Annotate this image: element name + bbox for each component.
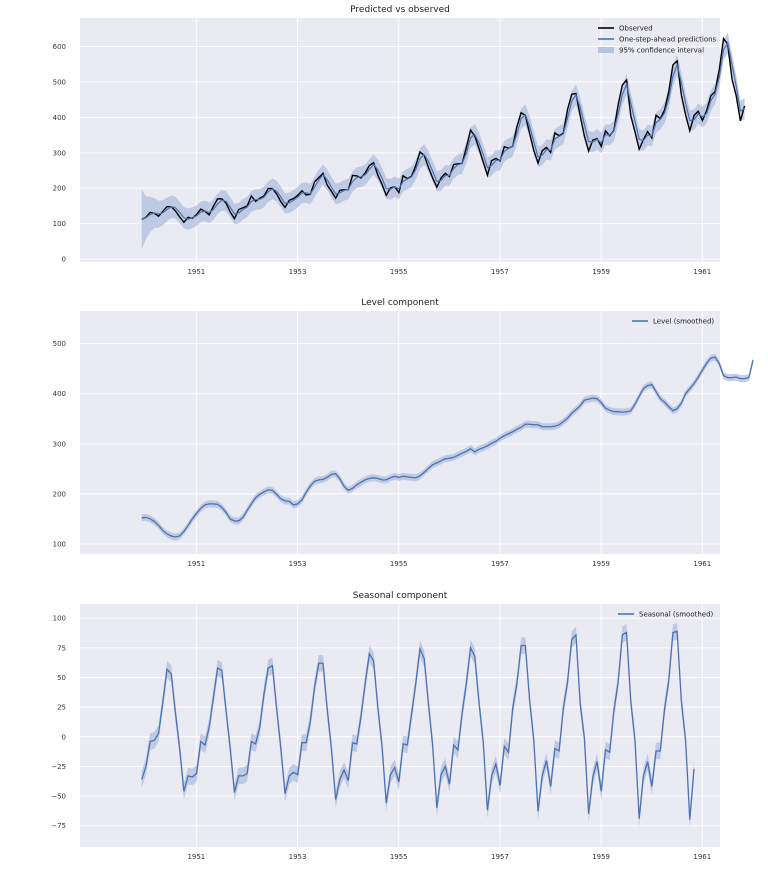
seasonal-component-title: Seasonal component — [353, 591, 448, 601]
seasonal-component-line — [141, 630, 695, 820]
level-component-legend: Level (smoothed) — [632, 318, 714, 326]
predicted-vs-observed-axes — [80, 18, 720, 262]
y-tick-label: −50 — [51, 793, 66, 801]
x-tick-label: 1959 — [592, 560, 610, 568]
y-tick-label: 50 — [57, 674, 66, 682]
y-tick-label: −25 — [51, 763, 66, 771]
x-tick-label: 1959 — [592, 853, 610, 861]
predicted-vs-observed-title: Predicted vs observed — [350, 5, 450, 15]
legend-predictions-label: One-step-ahead predictions — [619, 36, 717, 44]
x-tick-label: 1951 — [187, 268, 205, 276]
x-tick-label: 1957 — [491, 560, 509, 568]
y-tick-label: 200 — [53, 185, 66, 193]
x-tick-label: 1955 — [390, 853, 408, 861]
predicted-vs-observed-panel: 1951 1953 1955 1957 1959 1961 0 100 200 300 400 500… — [53, 5, 746, 276]
seasonal-component-axes — [80, 604, 720, 847]
y-tick-label: 300 — [53, 149, 66, 157]
x-tick-label: 1961 — [693, 560, 711, 568]
y-tick-label: 500 — [53, 340, 66, 348]
y-tick-label: 100 — [53, 540, 66, 548]
y-tick-label: 600 — [53, 43, 66, 51]
legend-confidence-swatch — [598, 47, 614, 53]
legend-confidence-label: 95% confidence interval — [619, 47, 704, 55]
x-tick-label: 1957 — [491, 853, 509, 861]
legend-seasonal-label: Seasonal (smoothed) — [639, 611, 714, 619]
x-tick-label: 1955 — [390, 268, 408, 276]
seasonal-component-panel: 1951 1953 1955 1957 1959 1961 −75 −50 −25 0 25 50 75… — [51, 591, 720, 861]
level-component-axes — [80, 311, 720, 554]
x-tick-label: 1957 — [491, 268, 509, 276]
x-tick-label: 1955 — [390, 560, 408, 568]
legend-observed-label: Observed — [619, 25, 653, 33]
y-tick-label: 0 — [62, 256, 66, 264]
y-tick-label: 500 — [53, 78, 66, 86]
y-tick-label: 0 — [62, 733, 66, 741]
y-tick-label: 400 — [53, 390, 66, 398]
level-component-band — [141, 353, 754, 541]
y-tick-label: 100 — [53, 220, 66, 228]
y-tick-label: 25 — [57, 704, 66, 712]
y-tick-label: −75 — [51, 822, 66, 830]
x-tick-label: 1951 — [187, 560, 205, 568]
predicted-vs-observed-legend: Observed One-step-ahead predictions 95% … — [598, 25, 717, 55]
y-tick-label: 300 — [53, 440, 66, 448]
confidence-interval-band — [141, 32, 745, 250]
seasonal-component-legend: Seasonal (smoothed) — [618, 611, 714, 619]
x-tick-label: 1953 — [289, 560, 307, 568]
x-tick-label: 1961 — [693, 853, 711, 861]
x-tick-label: 1953 — [289, 853, 307, 861]
level-component-line — [141, 356, 754, 538]
x-tick-label: 1953 — [289, 268, 307, 276]
x-tick-label: 1959 — [592, 268, 610, 276]
y-tick-label: 75 — [57, 644, 66, 652]
level-component-title: Level component — [361, 298, 439, 308]
x-tick-label: 1961 — [693, 268, 711, 276]
y-tick-label: 400 — [53, 114, 66, 122]
level-component-panel: 1951 1953 1955 1957 1959 1961100200300400500 … — [53, 298, 754, 568]
y-tick-label: 200 — [53, 490, 66, 498]
y-tick-label: 100 — [53, 615, 66, 623]
x-tick-label: 1951 — [187, 853, 205, 861]
observed-line — [141, 36, 746, 224]
legend-level-label: Level (smoothed) — [653, 318, 714, 326]
predictions-line — [141, 41, 745, 220]
